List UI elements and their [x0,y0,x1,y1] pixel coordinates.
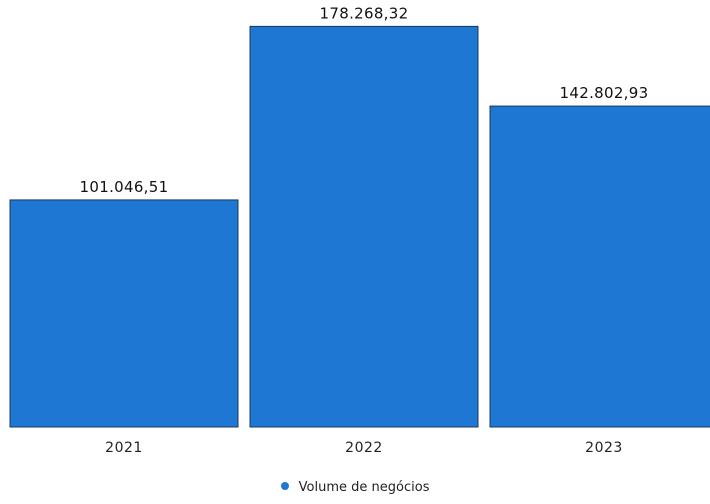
bar-value-label-2022: 178.268,32 [320,4,409,22]
x-tick-label-2023: 2023 [585,440,623,456]
bar-2021 [9,199,239,428]
legend: Volume de negócios [0,480,710,495]
bar-value-label-2021: 101.046,51 [80,178,169,196]
bar-2022 [249,25,479,428]
bar-value-label-2023: 142.802,93 [560,84,649,102]
x-tick-label-2022: 2022 [345,440,383,456]
bar-2023 [489,105,710,428]
x-tick-label-2021: 2021 [105,440,143,456]
legend-series-label: Volume de negócios [298,480,430,495]
legend-marker-icon [280,482,289,490]
bar-chart: 101.046,51 2021 178.268,32 2022 142.802,93 20… [9,4,710,456]
